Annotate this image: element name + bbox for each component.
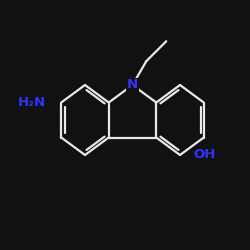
Text: H₂N: H₂N xyxy=(18,96,46,109)
Text: N: N xyxy=(127,78,138,92)
Text: OH: OH xyxy=(194,148,216,162)
